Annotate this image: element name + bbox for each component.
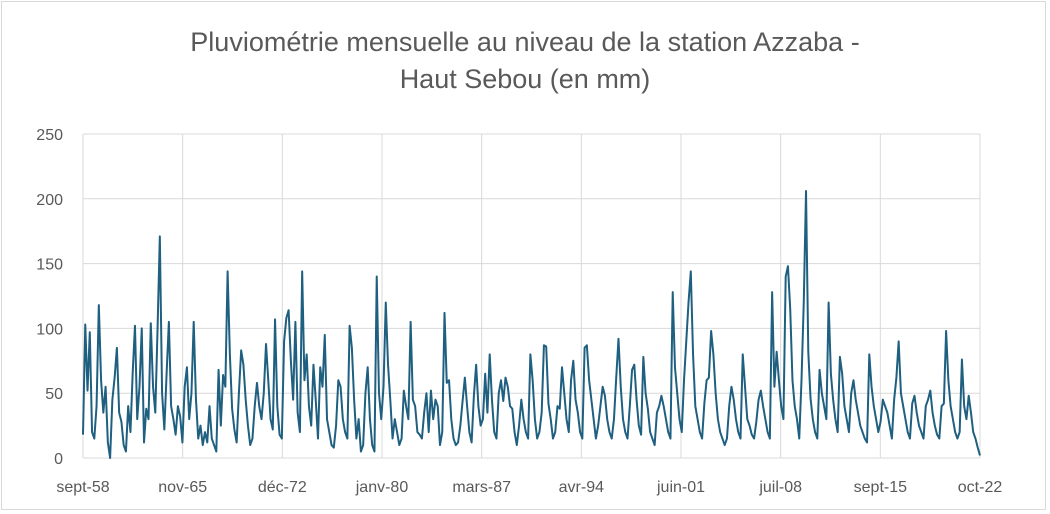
y-tick-label: 0 bbox=[54, 451, 63, 468]
x-tick-label: avr-94 bbox=[559, 479, 604, 496]
x-tick-label: déc-72 bbox=[258, 479, 307, 496]
x-tick-label: sept-15 bbox=[854, 479, 907, 496]
y-tick-label: 100 bbox=[36, 321, 63, 338]
x-tick-label: sept-58 bbox=[56, 479, 109, 496]
x-tick-label: oct-22 bbox=[958, 479, 1003, 496]
y-tick-label: 150 bbox=[36, 257, 63, 274]
x-tick-label: janv-80 bbox=[355, 479, 409, 496]
x-tick-label: juil-08 bbox=[758, 479, 802, 496]
y-tick-label: 200 bbox=[36, 192, 63, 209]
chart-title-line-2: Haut Sebou (en mm) bbox=[399, 64, 651, 94]
y-tick-label: 250 bbox=[36, 127, 63, 144]
chart-title-line-1: Pluviométrie mensuelle au niveau de la s… bbox=[190, 27, 860, 57]
x-tick-label: mars-87 bbox=[452, 479, 511, 496]
x-tick-label: nov-65 bbox=[158, 479, 207, 496]
x-tick-label: juin-01 bbox=[656, 479, 705, 496]
y-tick-label: 50 bbox=[45, 386, 63, 403]
chart-title: Pluviométrie mensuelle au niveau de la s… bbox=[0, 24, 1050, 98]
series-line bbox=[82, 190, 981, 459]
